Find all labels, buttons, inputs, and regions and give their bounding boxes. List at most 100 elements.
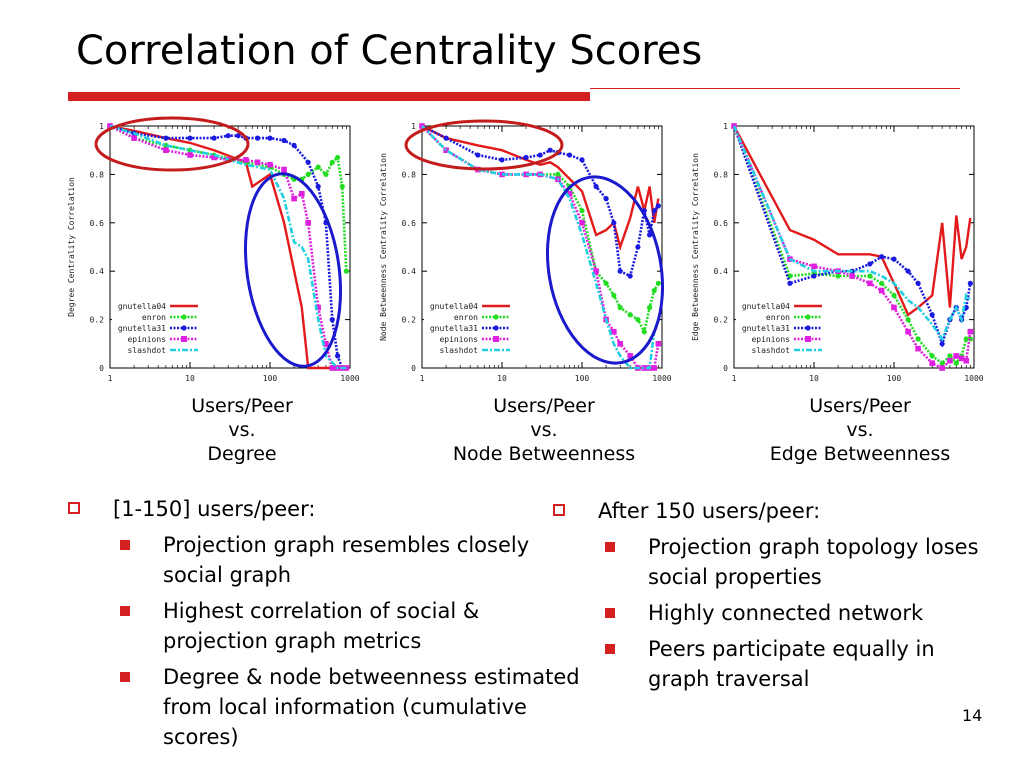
degree-correlation-chart: 0 0.2 0.4 0.6 0.8 1 1 10 100 1000 Degree Centralit…	[67, 116, 360, 383]
data-point-gnutella31	[443, 135, 449, 141]
data-point-epinions	[958, 355, 965, 362]
data-point-enron	[617, 304, 623, 311]
data-point-epinions	[343, 365, 350, 371]
x-tick-label: 100	[263, 374, 278, 383]
x-tick-label: 10	[185, 374, 195, 383]
data-point-epinions	[915, 345, 921, 352]
data-point-gnutella31	[611, 220, 617, 226]
data-point-epinions	[611, 328, 617, 335]
legend-marker	[493, 336, 499, 342]
legend-box	[112, 298, 202, 356]
data-point-epinions	[254, 159, 261, 166]
filled-square-bullet-icon	[120, 672, 130, 682]
data-point-epinions	[329, 365, 336, 371]
y-axis-label: Node Betweenness Centrality Correlation	[379, 153, 388, 341]
y-axis-label: Edge Betweenness Centrality Correlation	[691, 153, 700, 341]
sub-bullet-text: Projection graph resembles closely socia…	[163, 533, 530, 587]
data-point-epinions	[811, 263, 817, 270]
y-tick-label: 0.8	[714, 170, 729, 179]
data-point-gnutella31	[939, 341, 945, 347]
caption-line: vs.	[228, 419, 256, 441]
data-point-gnutella31	[593, 183, 599, 190]
caption-line: Users/Peer	[191, 395, 293, 417]
y-tick-label: 0.8	[402, 170, 417, 179]
series-line-gnutella04	[732, 125, 972, 317]
data-point-enron	[641, 329, 647, 335]
x-tick-label: 1	[732, 374, 737, 383]
legend-label: gnutella04	[742, 302, 790, 311]
data-point-epinions	[579, 220, 585, 226]
data-point-epinions	[953, 353, 960, 359]
data-point-gnutella31	[267, 135, 273, 141]
data-point-gnutella31	[603, 196, 609, 202]
data-point-epinions	[243, 157, 249, 163]
data-point-enron	[651, 287, 657, 294]
y-tick-label: 0	[723, 364, 728, 373]
caption-line: Node Betweenness	[452, 443, 636, 465]
highlight-ellipse-red	[404, 119, 564, 171]
data-point-enron	[627, 312, 633, 318]
sub-bullet: Highly connected network	[553, 598, 993, 628]
data-point-epinions	[267, 161, 273, 168]
sub-bullet: Projection graph resembles closely socia…	[68, 530, 588, 590]
bullet-heading-text: After 150 users/peer:	[598, 499, 821, 523]
sub-bullet-text: Degree & node betweenness estimated from…	[163, 665, 580, 749]
data-point-enron	[635, 317, 641, 323]
legend-label: slashdot	[127, 346, 166, 355]
data-point-epinions	[593, 268, 599, 274]
filled-square-bullet-icon	[605, 608, 615, 618]
data-point-epinions	[163, 147, 169, 153]
data-point-enron	[343, 268, 349, 274]
sub-bullet: Projection graph topology loses social p…	[553, 532, 993, 592]
legend-marker	[181, 325, 187, 331]
edge-betweenness-correlation-chart: 0 0.2 0.4 0.6 0.8 1 1 10 100 1000 Edge Betweenness…	[691, 122, 984, 383]
data-point-enron	[339, 183, 345, 190]
data-point-gnutella31	[305, 159, 311, 165]
data-point-enron	[305, 171, 311, 177]
node-betweenness-correlation-chart: 0 0.2 0.4 0.6 0.8 1 1 10 100 1000 Node Betweenness…	[379, 119, 672, 383]
data-point-gnutella31	[929, 312, 935, 318]
data-point-epinions	[641, 365, 648, 371]
data-point-epinions	[655, 341, 662, 347]
data-point-epinions	[211, 154, 217, 161]
data-point-gnutella31	[315, 183, 321, 190]
y-tick-label: 0.6	[714, 219, 729, 228]
data-point-epinions	[947, 357, 953, 364]
data-point-epinions	[299, 190, 305, 197]
y-axis-label: Degree Centrality Correlation	[67, 177, 76, 317]
y-tick-label: 0.4	[714, 267, 729, 276]
data-point-gnutella31	[635, 244, 641, 250]
caption-degree: Users/Peer vs. Degree	[157, 394, 327, 466]
data-point-epinions	[967, 328, 974, 335]
data-point-epinions	[566, 190, 573, 197]
highlight-ellipse-blue	[243, 172, 343, 368]
caption-line: Users/Peer	[493, 395, 595, 417]
x-tick-label: 10	[497, 374, 507, 383]
sub-bullet: Highest correlation of social & projecti…	[68, 596, 588, 656]
legend-box	[736, 298, 826, 356]
x-tick-label: 1000	[964, 374, 983, 383]
data-point-epinions	[939, 365, 945, 371]
data-point-epinions	[281, 166, 287, 173]
series-line-slashdot	[109, 124, 347, 370]
x-tick-label: 1	[420, 374, 425, 383]
legend-label: slashdot	[751, 346, 790, 355]
bullet-heading: [1-150] users/peer:	[68, 494, 588, 524]
data-point-enron	[611, 292, 617, 298]
y-tick-label: 0	[411, 364, 416, 373]
y-tick-label: 0	[99, 364, 104, 373]
data-point-gnutella31	[891, 256, 897, 262]
y-tick-label: 0.4	[402, 267, 417, 276]
filled-square-bullet-icon	[605, 644, 615, 654]
data-point-gnutella31	[163, 135, 169, 141]
data-point-enron	[867, 273, 873, 279]
right-bullet-list: After 150 users/peer: Projection graph t…	[553, 496, 993, 700]
sub-bullet-text: Highly connected network	[648, 601, 924, 625]
data-point-gnutella31	[235, 133, 241, 139]
data-point-gnutella31	[787, 280, 793, 286]
x-tick-label: 10	[809, 374, 819, 383]
highlight-ellipse-blue	[545, 175, 665, 365]
data-point-epinions	[651, 365, 658, 371]
legend-label: slashdot	[439, 346, 478, 355]
sub-bullet: Degree & node betweenness estimated from…	[68, 662, 588, 752]
